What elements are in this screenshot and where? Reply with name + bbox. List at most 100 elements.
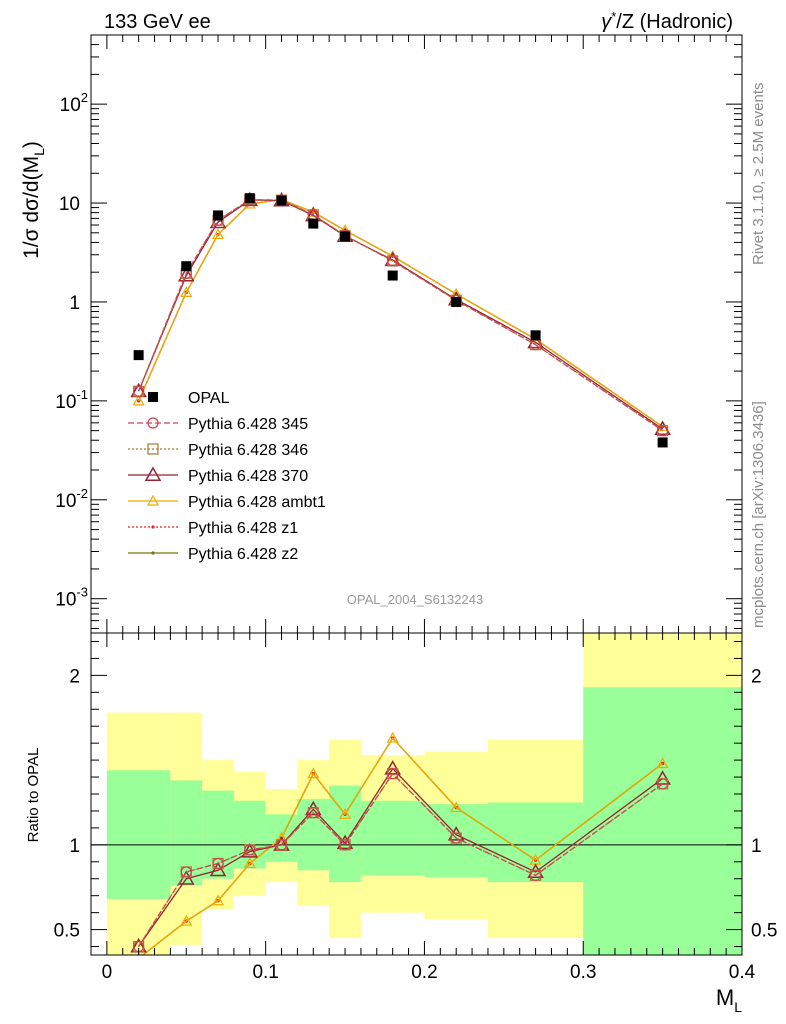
legend-marker-ambt1 (146, 494, 160, 506)
ratio-point-p370 (209, 861, 227, 877)
y-tick-label: 10-3 (55, 585, 88, 611)
ratio-line-p370 (138, 767, 663, 947)
main-frame (90, 34, 743, 634)
legend: OPAL Pythia 6.428 345 Pythia 6.428 346 Pyth… (128, 390, 326, 563)
ratio-point-p345 (180, 866, 192, 878)
main-point-p345 (387, 255, 399, 267)
main-point-p345 (657, 425, 669, 437)
ratio-y-tick-label-right: 2 (751, 666, 762, 687)
header-right-process: /Z (Hadronic) (616, 11, 733, 33)
ratio-point-ambt1 (386, 731, 399, 743)
y-tick-label: 102 (60, 90, 88, 116)
data-point (213, 210, 224, 221)
main-y-axis-label-sub: L (31, 148, 47, 156)
uncertainty-band-inner (106, 770, 171, 900)
ratio-point-ambt1 (212, 894, 225, 906)
ratio-axes: 0.5 0.5 1 1 2 2 0 0.1 0.2 0.3 0.4 (54, 633, 777, 983)
x-tick-label: 0.1 (252, 962, 278, 983)
data-point (387, 270, 398, 281)
y-tick-label-base: 10 (60, 95, 81, 116)
data-point (657, 437, 668, 448)
ratio-point-p345 (529, 869, 542, 881)
mcplots-label: mcplots.cern.ch [arXiv:1306.3436] (750, 401, 767, 628)
uncertainty-band-inner (583, 687, 742, 955)
main-y-axis-label: 1/σ dσ/d(ML) (20, 141, 47, 259)
legend-marker-p370 (144, 466, 162, 481)
y-tick-label-base: 10 (55, 590, 76, 611)
legend-label-z2: Pythia 6.428 z2 (188, 546, 298, 563)
main-y-axis-label-close: ) (20, 141, 43, 148)
data-point (276, 195, 287, 206)
ratio-point-p345 (244, 844, 256, 856)
ratio-y-tick-label: 1 (69, 836, 80, 857)
ratio-y-tick-label-right: 0.5 (751, 921, 777, 942)
main-point-p370 (209, 213, 227, 229)
ratio-point-ambt1 (180, 914, 193, 926)
data-point (133, 350, 144, 361)
main-point-p370 (177, 267, 195, 282)
ratio-panel: 0.5 0.5 1 1 2 2 0 0.1 0.2 0.3 0.4 Ratio to OPAL ML (25, 632, 777, 1015)
y-tick-label-exp: 2 (81, 90, 88, 105)
legend-marker-p345 (147, 417, 159, 429)
y-tick-label-exp: -1 (76, 387, 88, 402)
ratio-line-ambt1 (141, 737, 663, 955)
ratio-point-ambt1 (656, 757, 669, 769)
legend-label-p345: Pythia 6.428 345 (188, 416, 308, 433)
ratio-y-axis-label: Ratio to OPAL (25, 748, 42, 843)
ratio-point-p345 (657, 778, 669, 790)
y-tick-label-base: 10 (55, 392, 76, 413)
header-right-star: * (611, 9, 616, 24)
ratio-series-ambt1 (137, 731, 669, 955)
uncertainty-band-inner (360, 800, 425, 876)
ratio-y-tick-label-right: 1 (751, 836, 762, 857)
ratio-plot-area (91, 633, 742, 960)
data-point (244, 193, 255, 204)
x-tick-label: 0.4 (729, 962, 756, 983)
x-tick-label: 0.2 (411, 962, 437, 983)
data-point (340, 231, 351, 242)
legend-label-p370: Pythia 6.428 370 (188, 468, 308, 485)
legend-label-ambt1: Pythia 6.428 ambt1 (188, 494, 326, 511)
ratio-point-p345 (212, 857, 224, 870)
data-point (530, 330, 541, 341)
header-right-label: γ*/Z (Hadronic) (601, 9, 733, 33)
ratio-point-p345 (387, 768, 399, 780)
y-tick-label-exp: -3 (76, 585, 88, 600)
ratio-point-ambt1 (339, 808, 352, 819)
legend-opal-label: OPAL (188, 390, 230, 407)
ratio-point-ambt1 (243, 857, 256, 869)
legend-label-p346: Pythia 6.428 346 (188, 442, 308, 459)
ratio-point-ambt1 (307, 767, 320, 779)
header-left-label: 133 GeV ee (104, 11, 211, 33)
ratio-point-ambt1 (450, 801, 463, 813)
legend-marker-z2 (151, 551, 155, 555)
x-tick-label: 0.3 (570, 962, 596, 983)
x-axis-label-base: M (716, 985, 734, 1010)
main-panel: OPAL_2004_S6132243 OPAL Pythia 6.428 345 P… (20, 34, 743, 634)
legend-label-z1: Pythia 6.428 z1 (188, 520, 298, 537)
ratio-point-p345 (450, 832, 462, 844)
ratio-point-z2 (137, 957, 140, 960)
uncertainty-band-inner (170, 780, 203, 886)
x-axis-label-sub: L (734, 999, 742, 1015)
main-plot-area (130, 191, 671, 448)
rivet-version-label: Rivet 3.1.10, ≥ 2.5M events (750, 83, 767, 266)
main-point-ambt1 (212, 228, 225, 240)
uncertainty-band-inner (487, 802, 584, 883)
y-tick-label: 1 (69, 293, 80, 314)
uncertainty-band-inner (202, 790, 234, 879)
main-point-ambt1 (132, 394, 145, 406)
y-tick-label-exp: -2 (76, 486, 88, 501)
uncertainty-band-inner (297, 799, 330, 871)
x-axis-label: ML (716, 985, 742, 1015)
ratio-point-z1 (137, 957, 140, 960)
ratio-point-p370 (336, 834, 354, 850)
ratio-point-p345 (339, 839, 351, 851)
ratio-line-p345 (138, 772, 663, 947)
ratio-y-tick-label: 2 (69, 666, 80, 687)
main-point-ambt1 (180, 286, 193, 297)
data-point (308, 218, 319, 229)
main-point-p345 (133, 385, 145, 397)
